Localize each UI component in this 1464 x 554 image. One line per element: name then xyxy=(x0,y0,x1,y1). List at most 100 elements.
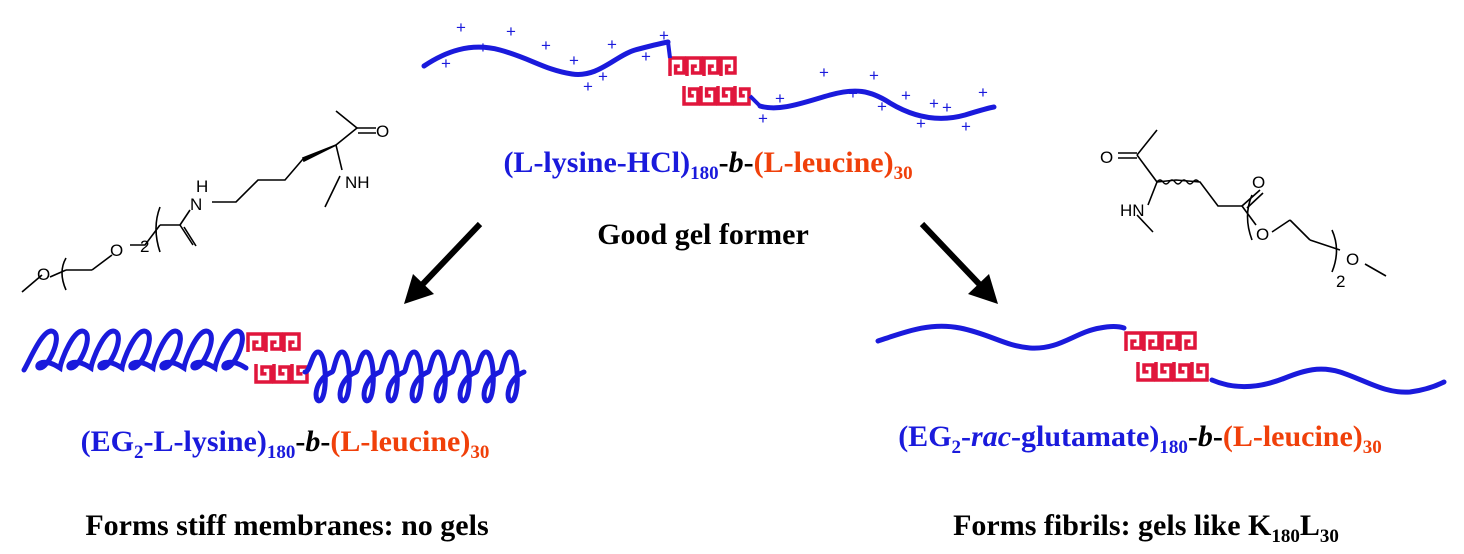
charge-plus: + xyxy=(456,18,466,37)
top-label-dash1: - xyxy=(719,146,729,179)
helix-turn xyxy=(719,56,737,76)
right-helix xyxy=(1124,331,1209,382)
right-coil-left xyxy=(875,323,1127,351)
right-label-sub2: 30 xyxy=(1363,437,1382,458)
charge-plus: + xyxy=(819,63,829,82)
charge-plus: + xyxy=(758,109,768,128)
helix-turn xyxy=(699,86,717,106)
left-loop-coil xyxy=(21,328,249,373)
right-chem-o-ester: O xyxy=(1252,173,1265,192)
right-label-dash0: - xyxy=(961,420,971,453)
charge-plus: + xyxy=(916,114,926,133)
charge-plus: + xyxy=(901,86,911,105)
arrow-left xyxy=(404,221,483,304)
left-chem-o1: O xyxy=(110,241,123,260)
left-coils-right xyxy=(302,349,527,404)
right-chem-sub: 2 xyxy=(1336,272,1345,291)
charge-plus: + xyxy=(659,26,669,45)
top-label-sub1: 180 xyxy=(690,163,719,184)
helix-turn xyxy=(246,332,265,352)
right-chem-o-carbonyl: O xyxy=(1100,148,1113,167)
right-label-rac: rac xyxy=(971,420,1011,453)
right-label: (EG2-rac-glutamate)180-b-(L-leucine)30 xyxy=(898,420,1382,458)
helix-turn xyxy=(1190,362,1209,382)
charge-plus: + xyxy=(598,67,608,86)
left-coils-blue xyxy=(21,328,249,373)
left-chem-bracket-left xyxy=(61,257,67,291)
charge-plus: + xyxy=(929,94,939,113)
right-label-block1: -glutamate) xyxy=(1011,420,1159,453)
helix-turn xyxy=(282,332,301,352)
helix-joint xyxy=(748,94,762,108)
left-label-dash2: - xyxy=(320,425,330,458)
right-label-sub1: 180 xyxy=(1159,437,1188,458)
right-label-eg: (EG xyxy=(898,420,951,453)
left-chem-bracket-right xyxy=(155,206,161,253)
left-label: (EG2-L-lysine)180-b-(L-leucine)30 xyxy=(81,425,490,463)
charge-plus: + xyxy=(441,54,451,73)
right-polymer xyxy=(875,323,1447,395)
left-label-dash1: - xyxy=(295,425,305,458)
left-label-sub2: 30 xyxy=(470,442,489,463)
right-label-dash1: - xyxy=(1188,420,1198,453)
left-chem-o-carbonyl: O xyxy=(376,122,389,141)
charge-plus: + xyxy=(942,98,952,117)
left-chem-n: N xyxy=(190,195,202,214)
left-caption: Forms stiff membranes: no gels xyxy=(85,509,488,542)
right-chem-o2: O xyxy=(1346,250,1359,269)
left-label-sub0: 2 xyxy=(134,442,144,463)
top-label: (L-lysine-HCl)180-b-(L-leucine)30 xyxy=(503,146,912,184)
right-caption-mid: L xyxy=(1300,509,1320,542)
arrow-right xyxy=(919,221,998,304)
charge-plus: + xyxy=(877,97,887,116)
left-upright-coil xyxy=(302,349,527,404)
top-label-dash2: - xyxy=(744,146,754,179)
helix-turn xyxy=(1142,331,1161,351)
top-coil-left xyxy=(421,39,671,77)
top-label-block1: (L-lysine-HCl) xyxy=(503,146,690,179)
helix-turn xyxy=(264,332,283,352)
right-caption-text: Forms fibrils: gels like K xyxy=(953,509,1272,542)
left-helix xyxy=(246,332,309,384)
left-polymer xyxy=(21,328,527,404)
top-label-sub2: 30 xyxy=(894,163,913,184)
top-caption: Good gel former xyxy=(597,218,809,251)
helix-turn xyxy=(668,56,686,76)
left-label-sub1: 180 xyxy=(267,442,296,463)
left-label-b: b xyxy=(305,425,320,458)
left-label-block1: -L-lysine) xyxy=(144,425,267,458)
charge-plus: + xyxy=(569,51,579,70)
top-polymer: + ++ + ++++++++ ++ + + ++++ + ++ xyxy=(421,18,997,136)
left-label-eg: (EG xyxy=(81,425,134,458)
charge-plus: + xyxy=(961,117,971,136)
charge-plus: + xyxy=(541,36,551,55)
helix-turn xyxy=(685,56,703,76)
top-coil-right xyxy=(757,88,997,121)
right-caption-sub2: 30 xyxy=(1320,526,1339,547)
right-chem-bracket-right xyxy=(1331,229,1338,273)
right-chem-o1: O xyxy=(1256,225,1269,244)
right-chem-hn: HN xyxy=(1120,201,1145,220)
left-chem-structure xyxy=(21,110,376,293)
left-label-block2: (L-leucine) xyxy=(330,425,470,458)
charge-plus: + xyxy=(641,47,651,66)
left-chem-o2: O xyxy=(37,265,50,284)
charge-plus: + xyxy=(848,84,858,103)
helix-joint xyxy=(666,41,672,59)
charge-plus: + xyxy=(478,38,488,57)
charge-plus: + xyxy=(775,89,785,108)
right-chem-wavy-bond xyxy=(1156,179,1200,185)
helix-turn xyxy=(702,56,720,76)
helix-turn xyxy=(1178,331,1197,351)
right-caption: Forms fibrils: gels like K180L30 xyxy=(953,509,1339,547)
helix-turn xyxy=(254,364,273,384)
left-chem-sub: 2 xyxy=(140,237,149,256)
left-chem-h: H xyxy=(196,177,208,196)
helix-turn xyxy=(716,86,734,106)
helix-turn xyxy=(272,364,291,384)
right-label-dash2: - xyxy=(1213,420,1223,453)
top-charges: + ++ + ++++++++ ++ + + ++++ + ++ xyxy=(441,18,988,136)
top-label-b: b xyxy=(729,146,744,179)
